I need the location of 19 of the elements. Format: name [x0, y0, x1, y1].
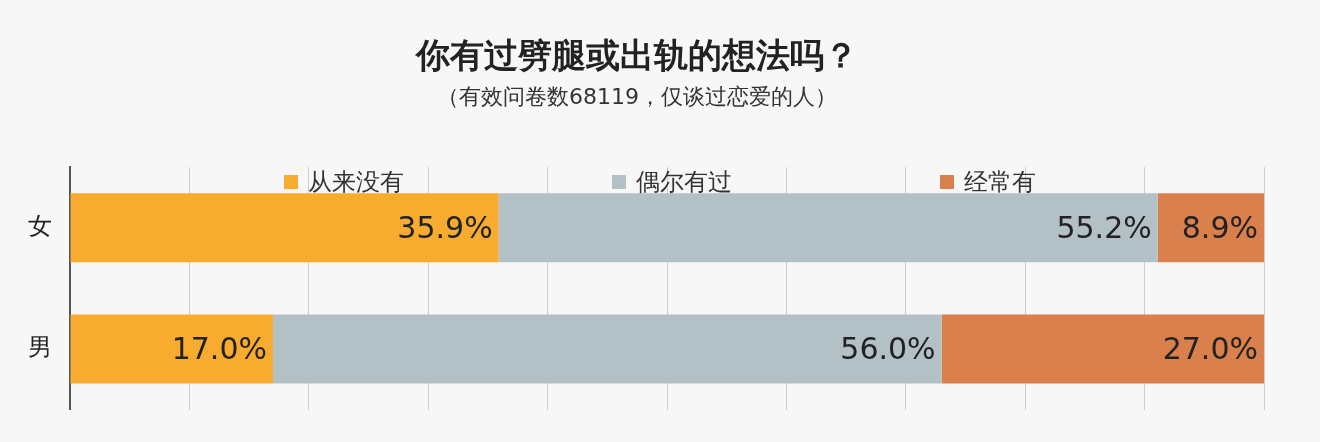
chart-subtitle: （有效问卷数68119，仅谈过恋爱的人）: [437, 83, 837, 109]
chart-title: 你有过劈腿或出轨的想法吗？: [414, 35, 858, 76]
bar: [70, 314, 273, 384]
legend-label: 从来没有: [308, 167, 404, 198]
bar: [272, 314, 942, 384]
bar: [1157, 193, 1264, 263]
bar: [70, 193, 499, 263]
data-label: 8.9%: [1181, 209, 1258, 245]
data-label: 35.9%: [397, 209, 493, 245]
data-label: 55.2%: [1056, 209, 1152, 245]
bar: [498, 193, 1158, 263]
legend-label: 偶尔有过: [636, 167, 732, 198]
data-label: 27.0%: [1162, 330, 1258, 366]
legend-label: 经常有: [964, 167, 1036, 198]
y-tick-label: 女: [28, 212, 52, 241]
bar: [941, 314, 1264, 384]
data-label: 17.0%: [171, 330, 267, 366]
data-label: 56.0%: [840, 330, 936, 366]
y-tick-label: 男: [28, 333, 52, 362]
